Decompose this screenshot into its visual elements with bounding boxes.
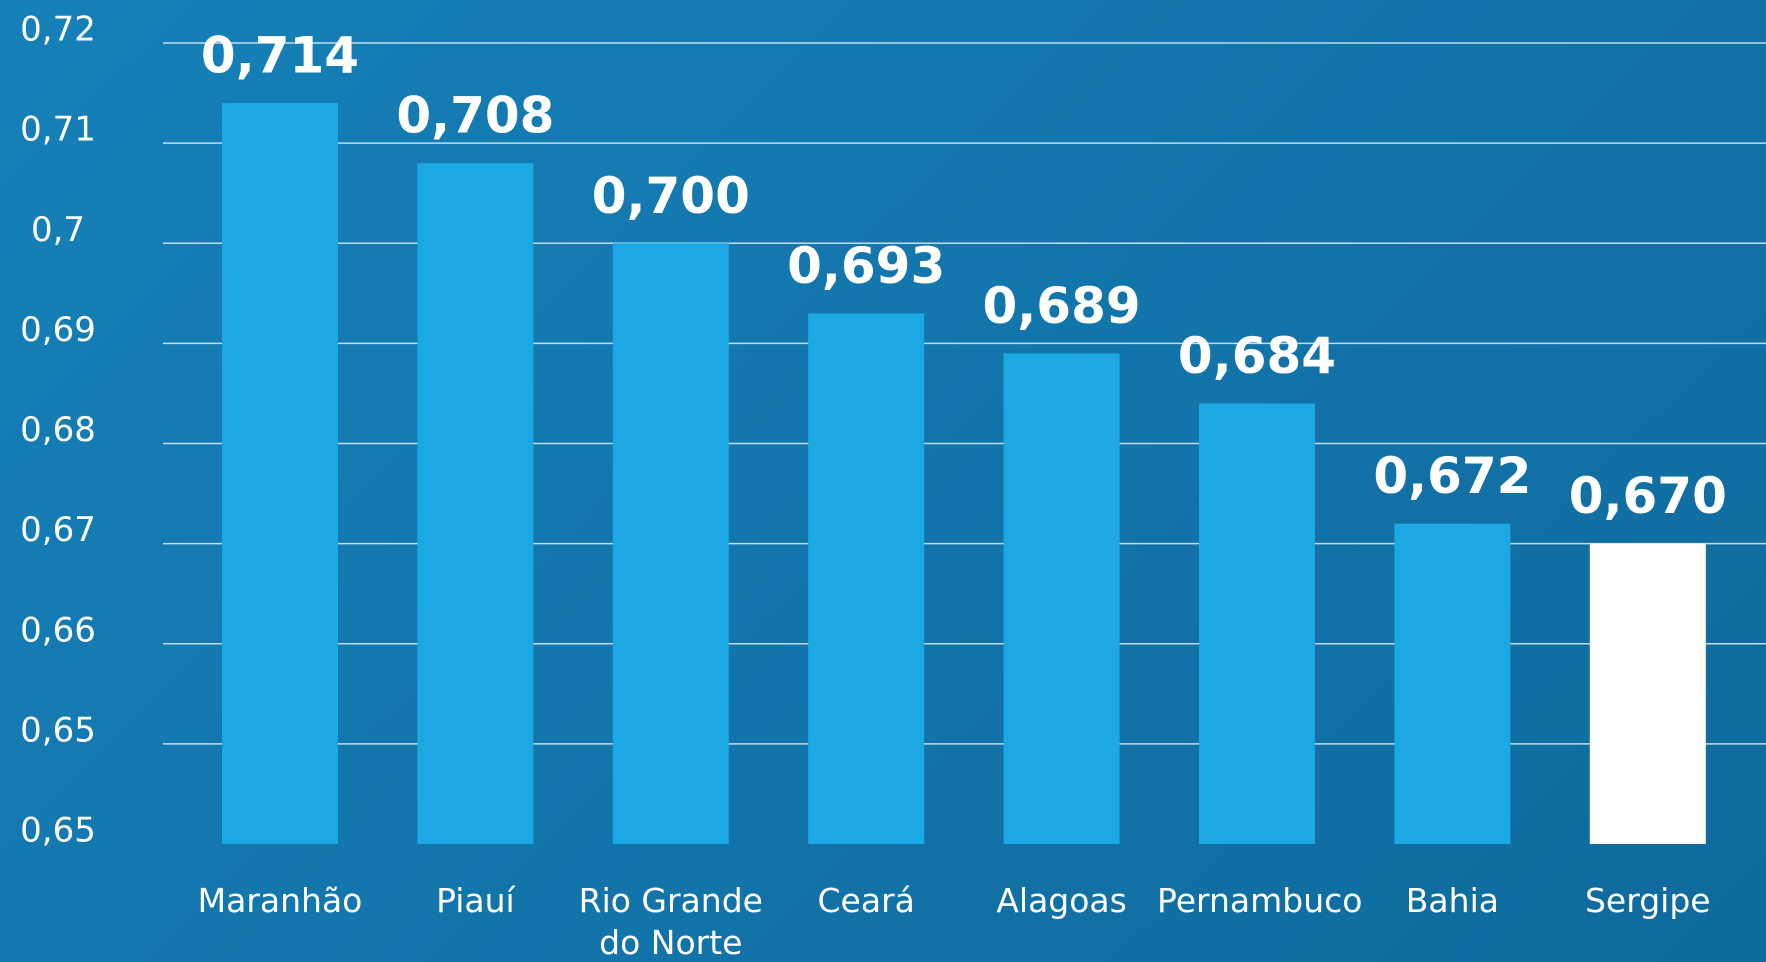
value-label: 0,700	[592, 167, 750, 225]
bar	[808, 313, 925, 844]
bar	[1199, 403, 1315, 844]
value-label: 0,708	[396, 87, 554, 145]
y-tick-label: 0,72	[20, 10, 96, 50]
x-tick-label: Bahia	[1405, 881, 1499, 920]
bar	[417, 163, 534, 844]
x-tick-label: Rio Grande do Norte	[578, 881, 763, 962]
y-tick-label: 0,68	[20, 410, 96, 450]
x-tick-label: Maranhão	[197, 881, 363, 920]
value-label: 0,672	[1373, 447, 1531, 505]
bar	[612, 243, 729, 844]
value-label: 0,670	[1569, 467, 1727, 525]
bar	[1394, 523, 1511, 844]
value-label: 0,714	[201, 27, 359, 85]
value-label: 0,693	[787, 237, 945, 295]
x-tick-label: Piauí	[436, 881, 515, 920]
y-tick-label: 0,69	[20, 310, 96, 350]
y-tick-label: 0,67	[20, 510, 96, 550]
bar	[222, 103, 338, 844]
y-tick-label: 0,66	[20, 610, 96, 650]
y-tick-label: 0,65	[20, 710, 96, 750]
x-tick-label: Alagoas	[996, 881, 1127, 920]
bar	[1003, 353, 1120, 844]
y-tick-label: 0,7	[31, 210, 85, 250]
value-label: 0,689	[983, 277, 1141, 335]
x-tick-label: Ceará	[817, 881, 915, 920]
bar	[1589, 543, 1706, 844]
value-label: 0,684	[1178, 327, 1336, 385]
x-tick-label: Sergipe	[1584, 881, 1711, 920]
y-tick-label: 0,65	[20, 811, 96, 851]
y-tick-label: 0,71	[20, 110, 96, 150]
x-tick-label: Pernambuco	[1157, 881, 1363, 920]
